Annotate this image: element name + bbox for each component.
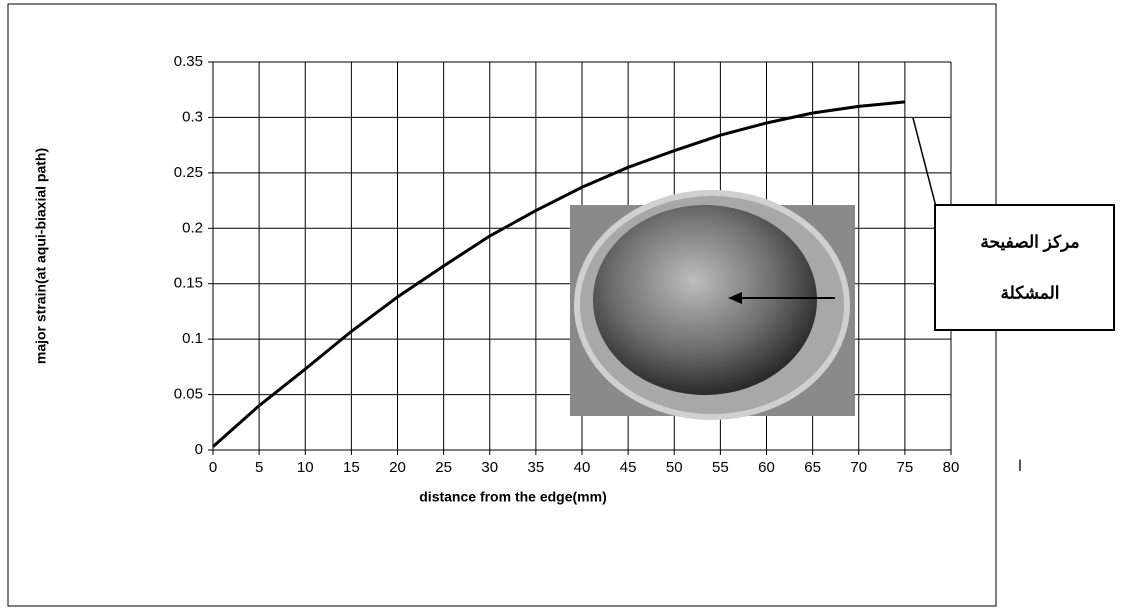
- x-tick-label: 55: [712, 459, 729, 476]
- note: ا: [1018, 458, 1022, 475]
- x-tick-label: 65: [804, 459, 821, 476]
- x-tick-label: 40: [574, 459, 591, 476]
- y-tick-label: 0.25: [174, 164, 203, 181]
- x-tick-label: 75: [897, 459, 914, 476]
- x-tick-label: 70: [850, 459, 867, 476]
- y-tick-label: 0.3: [182, 108, 203, 125]
- x-tick-label: 25: [435, 459, 452, 476]
- x-tick-label: 60: [758, 459, 775, 476]
- x-tick-label: 30: [481, 459, 498, 476]
- y-tick-label: 0.35: [174, 53, 203, 70]
- y-tick-label: 0.1: [182, 330, 203, 347]
- x-tick-label: 10: [297, 459, 314, 476]
- page: مركز الصفيحة المشكلة ا distance from the…: [0, 0, 1144, 616]
- x-tick-label: 0: [209, 459, 217, 476]
- x-tick-label: 5: [255, 459, 263, 476]
- callout-box: [935, 205, 1114, 330]
- callout-text: المشكلة: [1000, 283, 1059, 302]
- x-tick-label: 50: [666, 459, 683, 476]
- x-tick-label: 20: [389, 459, 406, 476]
- chart: مركز الصفيحة المشكلة ا distance from the…: [0, 0, 1144, 616]
- x-tick-label: 35: [528, 459, 545, 476]
- x-tick-label: 45: [620, 459, 637, 476]
- photo: [570, 193, 855, 417]
- x-tick-label: 80: [943, 459, 960, 476]
- y-tick-label: 0.15: [174, 275, 203, 292]
- x-tick-label: 15: [343, 459, 360, 476]
- x-axis-label: distance from the edge(mm): [419, 489, 606, 505]
- y-axis-label: major strain(at aqui-biaxial path): [33, 148, 49, 364]
- y-tick-label: 0.05: [174, 386, 203, 403]
- callout-text: مركز الصفيحة: [980, 232, 1079, 252]
- y-tick-label: 0.2: [182, 219, 203, 236]
- y-tick-label: 0: [195, 441, 203, 458]
